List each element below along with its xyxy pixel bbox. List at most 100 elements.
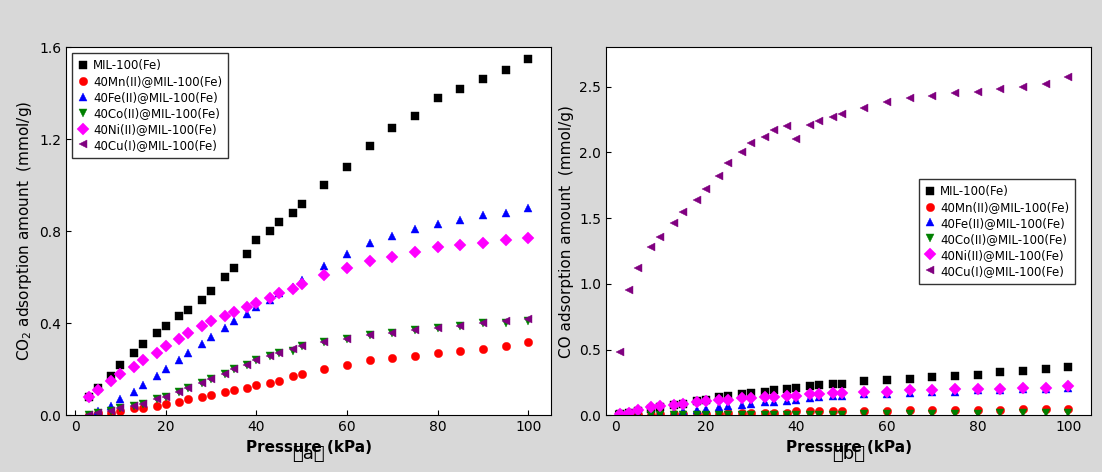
- MIL-100(Fe): [272, 219, 285, 225]
- 40Fe(II)@MIL-100(Fe): [1061, 385, 1074, 391]
- 40Ni(II)@MIL-100(Fe): [1061, 384, 1074, 389]
- MIL-100(Fe): [904, 376, 917, 381]
- 40Co(II)@MIL-100(Fe): [114, 405, 127, 411]
- 40Co(II)@MIL-100(Fe): [128, 403, 141, 409]
- X-axis label: Pressure (kPa): Pressure (kPa): [246, 440, 371, 455]
- MIL-100(Fe): [690, 398, 703, 404]
- 40Cu(I)@MIL-100(Fe): [114, 405, 127, 411]
- 40Cu(I)@MIL-100(Fe): [1061, 75, 1074, 80]
- MIL-100(Fe): [364, 143, 377, 149]
- 40Ni(II)@MIL-100(Fe): [812, 391, 825, 397]
- 40Co(II)@MIL-100(Fe): [205, 376, 218, 381]
- 40Fe(II)@MIL-100(Fe): [826, 393, 840, 398]
- 40Co(II)@MIL-100(Fe): [137, 401, 150, 407]
- MIL-100(Fe): [227, 265, 240, 271]
- 40Co(II)@MIL-100(Fe): [835, 413, 849, 418]
- MIL-100(Fe): [880, 377, 894, 383]
- 40Co(II)@MIL-100(Fe): [173, 389, 186, 395]
- 40Ni(II)@MIL-100(Fe): [631, 407, 645, 413]
- 40Mn(II)@MIL-100(Fe): [182, 396, 195, 402]
- 40Co(II)@MIL-100(Fe): [722, 413, 735, 418]
- 40Fe(II)@MIL-100(Fe): [295, 277, 309, 282]
- 40Fe(II)@MIL-100(Fe): [713, 405, 726, 410]
- 40Cu(I)@MIL-100(Fe): [857, 105, 871, 110]
- MIL-100(Fe): [735, 391, 748, 397]
- 40Cu(I)@MIL-100(Fe): [227, 366, 240, 372]
- 40Cu(I)@MIL-100(Fe): [758, 134, 771, 139]
- 40Ni(II)@MIL-100(Fe): [409, 249, 422, 255]
- 40Mn(II)@MIL-100(Fe): [431, 350, 444, 356]
- 40Fe(II)@MIL-100(Fe): [227, 318, 240, 324]
- 40Co(II)@MIL-100(Fe): [645, 413, 658, 418]
- 40Mn(II)@MIL-100(Fe): [835, 409, 849, 414]
- MIL-100(Fe): [386, 125, 399, 131]
- 40Co(II)@MIL-100(Fe): [182, 385, 195, 391]
- 40Co(II)@MIL-100(Fe): [150, 396, 163, 402]
- MIL-100(Fe): [83, 394, 96, 400]
- 40Ni(II)@MIL-100(Fe): [128, 364, 141, 370]
- 40Cu(I)@MIL-100(Fe): [150, 396, 163, 402]
- 40Cu(I)@MIL-100(Fe): [613, 349, 626, 355]
- 40Ni(II)@MIL-100(Fe): [623, 410, 636, 415]
- 40Ni(II)@MIL-100(Fe): [263, 295, 277, 301]
- 40Co(II)@MIL-100(Fe): [91, 410, 105, 416]
- Legend: MIL-100(Fe), 40Mn(II)@MIL-100(Fe), 40Fe(II)@MIL-100(Fe), 40Co(II)@MIL-100(Fe), 4: MIL-100(Fe), 40Mn(II)@MIL-100(Fe), 40Fe(…: [919, 179, 1076, 284]
- 40Mn(II)@MIL-100(Fe): [454, 348, 467, 354]
- MIL-100(Fe): [476, 76, 489, 82]
- 40Cu(I)@MIL-100(Fe): [272, 350, 285, 356]
- 40Ni(II)@MIL-100(Fe): [767, 394, 780, 400]
- MIL-100(Fe): [1061, 364, 1074, 370]
- 40Ni(II)@MIL-100(Fe): [83, 394, 96, 400]
- 40Fe(II)@MIL-100(Fe): [631, 411, 645, 417]
- 40Co(II)@MIL-100(Fe): [386, 329, 399, 335]
- 40Ni(II)@MIL-100(Fe): [949, 386, 962, 392]
- 40Co(II)@MIL-100(Fe): [218, 371, 231, 377]
- 40Fe(II)@MIL-100(Fe): [409, 226, 422, 232]
- 40Mn(II)@MIL-100(Fe): [386, 355, 399, 361]
- MIL-100(Fe): [287, 210, 300, 216]
- MIL-100(Fe): [613, 411, 626, 417]
- 40Ni(II)@MIL-100(Fe): [91, 387, 105, 393]
- 40Cu(I)@MIL-100(Fe): [263, 353, 277, 358]
- 40Fe(II)@MIL-100(Fe): [431, 221, 444, 227]
- 40Ni(II)@MIL-100(Fe): [722, 397, 735, 403]
- 40Mn(II)@MIL-100(Fe): [699, 411, 712, 417]
- 40Cu(I)@MIL-100(Fe): [949, 90, 962, 96]
- 40Co(II)@MIL-100(Fe): [880, 411, 894, 417]
- 40Fe(II)@MIL-100(Fe): [205, 334, 218, 340]
- 40Mn(II)@MIL-100(Fe): [780, 410, 793, 415]
- 40Ni(II)@MIL-100(Fe): [499, 237, 512, 244]
- 40Mn(II)@MIL-100(Fe): [1016, 406, 1029, 412]
- MIL-100(Fe): [668, 402, 681, 408]
- 40Ni(II)@MIL-100(Fe): [105, 378, 118, 384]
- 40Cu(I)@MIL-100(Fe): [287, 346, 300, 352]
- 40Co(II)@MIL-100(Fe): [812, 413, 825, 418]
- 40Ni(II)@MIL-100(Fe): [173, 337, 186, 342]
- 40Ni(II)@MIL-100(Fe): [218, 313, 231, 319]
- 40Co(II)@MIL-100(Fe): [476, 320, 489, 326]
- 40Mn(II)@MIL-100(Fe): [195, 394, 208, 400]
- 40Mn(II)@MIL-100(Fe): [722, 410, 735, 415]
- MIL-100(Fe): [713, 394, 726, 400]
- 40Ni(II)@MIL-100(Fe): [613, 411, 626, 417]
- MIL-100(Fe): [317, 182, 331, 188]
- 40Mn(II)@MIL-100(Fe): [1061, 406, 1074, 412]
- 40Mn(II)@MIL-100(Fe): [994, 407, 1007, 413]
- 40Fe(II)@MIL-100(Fe): [521, 205, 534, 211]
- 40Cu(I)@MIL-100(Fe): [195, 380, 208, 386]
- MIL-100(Fe): [205, 288, 218, 294]
- 40Co(II)@MIL-100(Fe): [250, 357, 263, 363]
- 40Cu(I)@MIL-100(Fe): [521, 316, 534, 321]
- Text: （b）: （b）: [832, 445, 865, 463]
- 40Ni(II)@MIL-100(Fe): [713, 397, 726, 403]
- 40Ni(II)@MIL-100(Fe): [114, 371, 127, 377]
- 40Co(II)@MIL-100(Fe): [195, 380, 208, 386]
- 40Mn(II)@MIL-100(Fe): [812, 409, 825, 414]
- MIL-100(Fe): [1039, 366, 1052, 372]
- 40Cu(I)@MIL-100(Fe): [880, 100, 894, 105]
- 40Fe(II)@MIL-100(Fe): [790, 397, 803, 403]
- Line: 40Fe(II)@MIL-100(Fe): 40Fe(II)@MIL-100(Fe): [616, 384, 1072, 420]
- 40Cu(I)@MIL-100(Fe): [790, 136, 803, 142]
- MIL-100(Fe): [91, 385, 105, 391]
- 40Cu(I)@MIL-100(Fe): [454, 323, 467, 329]
